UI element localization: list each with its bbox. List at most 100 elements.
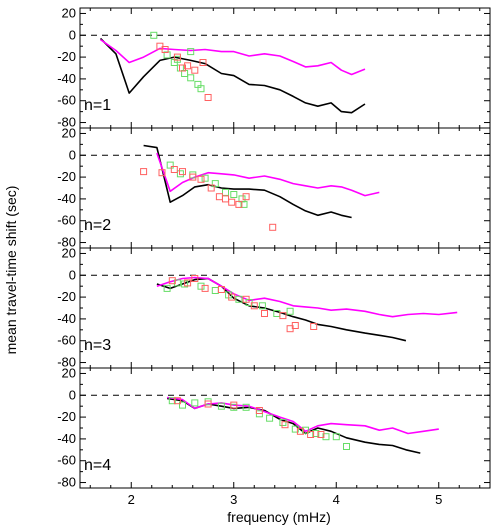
red-squares-marker bbox=[191, 66, 199, 74]
y-tick-label: 20 bbox=[62, 125, 76, 140]
y-tick-label: -20 bbox=[57, 409, 76, 424]
black-line-series bbox=[156, 277, 407, 342]
x-tick-label: 2 bbox=[128, 492, 135, 507]
red-squares-marker bbox=[228, 293, 236, 301]
y-tick-label: 0 bbox=[69, 387, 76, 402]
green-squares-marker bbox=[235, 295, 243, 303]
panel-label: n=1 bbox=[84, 97, 111, 114]
red-squares-marker bbox=[204, 94, 212, 101]
y-tick-label: -60 bbox=[57, 453, 76, 468]
red-squares-marker bbox=[173, 53, 181, 61]
red-squares-marker bbox=[250, 302, 258, 310]
y-tick-label: -20 bbox=[57, 289, 76, 304]
red-squares-marker bbox=[269, 223, 277, 231]
green-squares-marker bbox=[197, 85, 205, 93]
red-squares-marker bbox=[184, 279, 192, 287]
green-squares-marker bbox=[211, 180, 219, 188]
green-squares-marker bbox=[176, 170, 184, 178]
x-tick-label: 4 bbox=[333, 492, 340, 507]
panel-2: 20 0 -20 -40 -60 -80 n=2 bbox=[57, 125, 491, 250]
green-squares-marker bbox=[211, 287, 219, 294]
y-tick-label: -60 bbox=[57, 93, 76, 108]
red-squares-marker bbox=[230, 401, 238, 409]
red-squares-marker bbox=[296, 427, 304, 435]
green-squares-marker bbox=[187, 48, 195, 56]
red-squares-marker bbox=[168, 277, 176, 285]
red-squares-marker bbox=[179, 64, 186, 72]
panel-label: n=4 bbox=[84, 457, 111, 474]
green-squares-marker bbox=[258, 302, 266, 310]
green-squares-marker bbox=[222, 188, 229, 196]
y-tick-label: -80 bbox=[57, 475, 76, 490]
magenta-line-series bbox=[100, 38, 366, 76]
y-tick-label: -20 bbox=[57, 169, 76, 184]
panel-frame bbox=[79, 247, 491, 369]
green-squares-marker bbox=[191, 399, 199, 407]
y-tick-label: -60 bbox=[57, 213, 76, 228]
green-squares-marker bbox=[230, 191, 238, 198]
y-tick-label: 0 bbox=[69, 267, 76, 282]
red-squares-marker bbox=[207, 184, 215, 192]
green-squares-marker bbox=[286, 307, 294, 315]
red-squares-marker bbox=[158, 169, 166, 177]
green-squares-marker bbox=[150, 31, 158, 39]
red-squares-marker bbox=[173, 397, 181, 405]
green-squares-marker bbox=[332, 433, 340, 441]
black-line-series bbox=[99, 37, 366, 114]
panel-4: 20 0 -20 -40 -60 -80 n=4 2 3 4 5 bbox=[57, 365, 491, 507]
red-squares-marker bbox=[291, 322, 299, 329]
red-squares-marker bbox=[317, 431, 325, 438]
green-squares-marker bbox=[279, 419, 287, 426]
green-squares-marker bbox=[322, 433, 330, 441]
red-squares-marker bbox=[228, 198, 236, 206]
green-squares-marker bbox=[217, 402, 225, 410]
red-squares-marker bbox=[217, 286, 225, 293]
x-axis-title: frequency (mHz) bbox=[227, 509, 330, 525]
y-tick-label: -80 bbox=[57, 115, 76, 130]
y-tick-label: 0 bbox=[69, 27, 76, 42]
y-tick-label: 20 bbox=[62, 365, 76, 380]
y-tick-label: 20 bbox=[62, 245, 76, 260]
red-squares-marker bbox=[189, 173, 197, 181]
magenta-line-series bbox=[156, 276, 458, 318]
red-squares-marker bbox=[199, 59, 207, 66]
panel-frame bbox=[79, 127, 491, 249]
green-squares-marker bbox=[187, 74, 195, 82]
green-squares-marker bbox=[291, 425, 299, 433]
red-squares-marker bbox=[179, 168, 186, 176]
panel-1: 20 0 -20 -40 -60 -80 n=1 bbox=[57, 5, 491, 130]
red-squares-marker bbox=[191, 275, 199, 282]
green-squares-marker bbox=[343, 443, 350, 450]
red-squares-marker bbox=[235, 200, 243, 208]
y-tick-label: -60 bbox=[57, 333, 76, 348]
red-squares-marker bbox=[170, 166, 178, 173]
black-line-series bbox=[143, 144, 352, 219]
y-tick-label: -80 bbox=[57, 355, 76, 370]
panels-group: 200-20-40-60-80n=1200-20-40-60-80n=2200-… bbox=[57, 5, 491, 507]
green-squares-marker bbox=[173, 279, 181, 287]
red-squares-marker bbox=[281, 421, 289, 429]
red-squares-marker bbox=[242, 295, 250, 303]
red-squares-marker bbox=[307, 431, 315, 438]
panel-frame bbox=[79, 7, 491, 129]
red-squares-marker bbox=[197, 175, 205, 183]
x-tick-label: 3 bbox=[230, 492, 237, 507]
red-squares-marker bbox=[204, 400, 212, 408]
green-squares-marker bbox=[163, 51, 171, 59]
green-squares-marker bbox=[240, 200, 248, 208]
panel-3: 20 0 -20 -40 -60 -80 n=3 bbox=[57, 245, 491, 370]
red-squares-marker bbox=[279, 312, 287, 320]
red-squares-marker bbox=[201, 284, 209, 292]
green-squares-marker bbox=[242, 403, 250, 411]
y-tick-label: -40 bbox=[57, 71, 76, 86]
green-squares-marker bbox=[163, 284, 171, 292]
red-squares-marker bbox=[215, 193, 223, 201]
green-squares-marker bbox=[201, 174, 209, 182]
panel-label: n=2 bbox=[84, 217, 111, 234]
red-squares-marker bbox=[261, 310, 268, 317]
red-squares-marker bbox=[140, 168, 148, 176]
red-squares-marker bbox=[255, 407, 263, 414]
magenta-line-series bbox=[166, 396, 439, 435]
green-squares-marker bbox=[312, 430, 320, 437]
